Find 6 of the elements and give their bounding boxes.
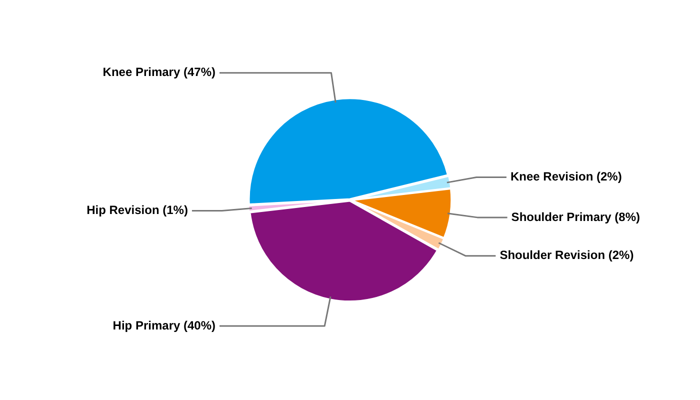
- slice-label: Shoulder Primary (8%): [511, 210, 640, 224]
- slice-label: Shoulder Revision (2%): [500, 248, 634, 262]
- slice-label: Hip Revision (1%): [86, 203, 188, 218]
- slice-label: Knee Primary (47%): [102, 65, 216, 80]
- slice-label: Hip Primary (40%): [112, 318, 216, 332]
- slice-label: Knee Revision (2%): [510, 170, 622, 184]
